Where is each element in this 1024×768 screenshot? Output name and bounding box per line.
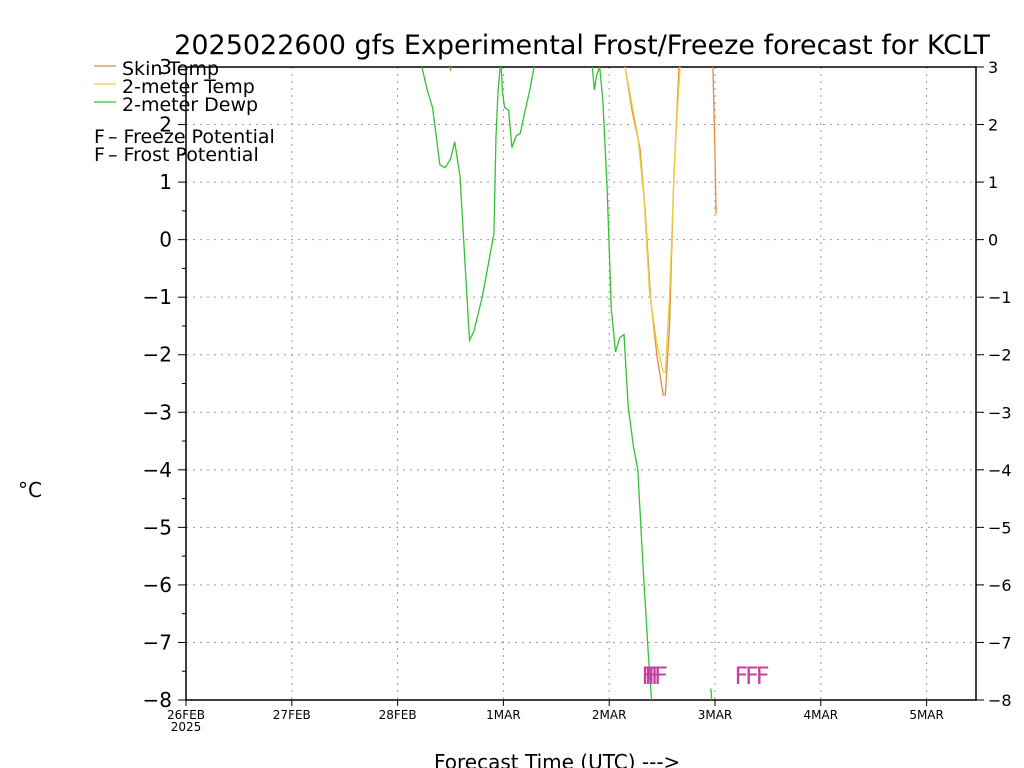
- y-tick-label-right: −3: [988, 403, 1012, 422]
- x-tick-label: 28FEB: [379, 708, 417, 722]
- y-tick-label-right: −8: [988, 691, 1012, 710]
- y-tick-label-left: −2: [143, 343, 172, 367]
- x-axis-label: Forecast Time (UTC) --->: [434, 750, 680, 768]
- y-tick-label-right: −2: [988, 346, 1012, 365]
- legend-entry: 2-meter Temp: [122, 76, 255, 98]
- legend-potential-text: – Freeze Potential: [108, 126, 275, 148]
- y-tick-label-right: −7: [988, 633, 1012, 652]
- x-tick-label: 1MAR: [486, 708, 521, 722]
- y-tick-label-right: −6: [988, 576, 1012, 595]
- legend-potential-letter: F: [94, 144, 105, 166]
- series-line-2-meter-dewp: [500, 66, 535, 148]
- y-tick-label-right: 1: [988, 173, 998, 192]
- series-line-2-meter-dewp: [591, 66, 601, 91]
- y-tick-label-left: −7: [143, 630, 172, 654]
- freeze-potential-mark: F: [756, 662, 770, 690]
- legend-entry: 2-meter Dewp: [122, 94, 258, 116]
- freeze-potential-mark: F: [745, 662, 759, 690]
- y-tick-label-right: −1: [988, 288, 1012, 307]
- plot-frame: [185, 66, 977, 701]
- legend-potential-letter: F: [94, 126, 105, 148]
- freeze-potential-mark: F: [651, 662, 665, 690]
- y-tick-label-left: −4: [143, 458, 172, 482]
- y-tick-label-left: −6: [143, 573, 172, 597]
- legend-potential-text: – Frost Potential: [108, 144, 259, 166]
- freeze-potential-mark: F: [654, 662, 668, 690]
- legend-entry: Skin Temp: [122, 58, 219, 80]
- x-tick-label: 26FEB: [167, 708, 205, 722]
- x-tick-sublabel: 2025: [171, 720, 202, 734]
- series-line-2-meter-dewp: [421, 66, 501, 343]
- y-tick-label-right: 0: [988, 231, 998, 250]
- x-tick-label: 3MAR: [698, 708, 733, 722]
- x-tick-label: 2MAR: [592, 708, 627, 722]
- y-tick-label-left: 1: [159, 170, 172, 194]
- series-line-2-meter-dewp: [599, 66, 653, 701]
- y-tick-label-left: −1: [143, 285, 172, 309]
- series-line-skin-temp: [624, 66, 680, 396]
- y-tick-label-right: −5: [988, 518, 1012, 537]
- y-tick-label-left: 2: [159, 113, 172, 137]
- y-tick-label-left: 0: [159, 228, 172, 252]
- grid-layer: [186, 67, 976, 700]
- series-line-2-meter-dewp: [710, 688, 713, 701]
- x-tick-label: 27FEB: [273, 708, 311, 722]
- series-line-2-meter-temp: [624, 66, 681, 373]
- series-layer: [421, 66, 717, 701]
- y-tick-label-left: −8: [143, 688, 172, 712]
- x-tick-label: 4MAR: [804, 708, 839, 722]
- axis-layer: −8 −8 −7 −7 −6 −6 −5 −5 −4 −4 −3 −3 −2 −2 −1 −1 0 0 1 1 2 2 3 3…: [143, 55, 1012, 734]
- series-line-skin-temp: [448, 66, 453, 72]
- y-tick-label-left: −5: [143, 515, 172, 539]
- y-tick-label-right: −4: [988, 461, 1012, 480]
- freeze-potential-mark: F: [648, 662, 662, 690]
- y-tick-label-right: 3: [988, 58, 998, 77]
- y-axis-label: °C: [18, 478, 42, 502]
- y-tick-label-left: 3: [159, 55, 172, 79]
- y-tick-label-left: −3: [143, 400, 172, 424]
- y-tick-label-right: 2: [988, 116, 998, 135]
- series-line-skin-temp: [712, 66, 717, 214]
- freeze-potential-mark: F: [641, 662, 655, 690]
- x-tick-label: 5MAR: [909, 708, 944, 722]
- freeze-potential-mark: F: [645, 662, 659, 690]
- chart-title: 2025022600 gfs Experimental Frost/Freeze…: [174, 30, 990, 61]
- freeze-potential-mark: F: [735, 662, 749, 690]
